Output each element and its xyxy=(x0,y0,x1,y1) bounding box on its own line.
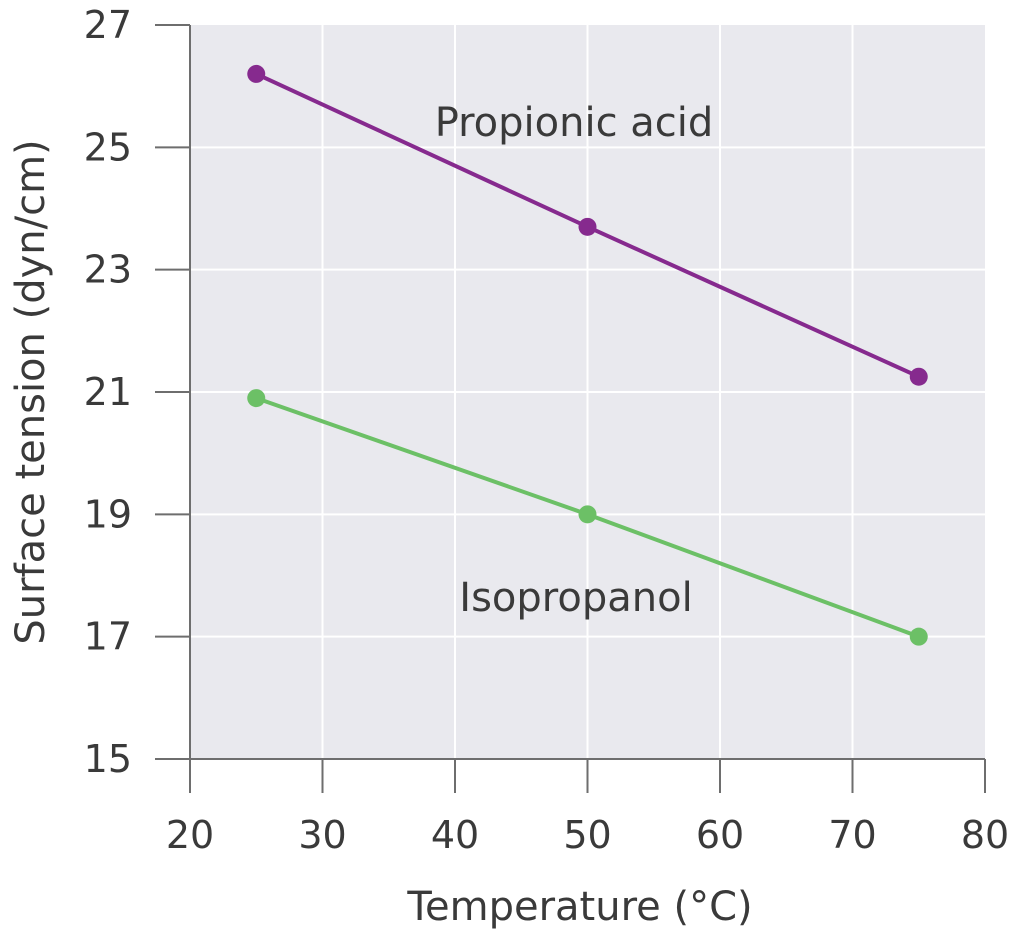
y-tick-label: 19 xyxy=(84,492,132,536)
x-tick-label: 50 xyxy=(563,813,611,857)
data-point-isopropanol xyxy=(247,389,266,408)
axes xyxy=(155,24,986,793)
tick-labels: 20 30 40 50 60 70 80 15 17 19 21 23 25 27 xyxy=(84,3,1010,857)
y-tick-label: 23 xyxy=(84,248,132,292)
y-axis-title: Surface tension (dyn/cm) xyxy=(8,139,54,644)
y-tick-label: 21 xyxy=(84,370,132,414)
series-group xyxy=(247,64,928,646)
x-tick-label: 30 xyxy=(298,813,346,857)
x-tick-label: 60 xyxy=(696,813,744,857)
x-tick-label: 80 xyxy=(961,813,1009,857)
x-tick-label: 70 xyxy=(828,813,876,857)
gridlines xyxy=(190,25,985,759)
data-point-propionic-acid xyxy=(909,367,928,386)
x-axis-title: Temperature (°C) xyxy=(406,884,752,930)
x-tick-label: 40 xyxy=(431,813,479,857)
y-tick-label: 17 xyxy=(84,615,132,659)
x-tick-label: 20 xyxy=(166,813,214,857)
series-label-propionic-acid: Propionic acid xyxy=(435,100,714,146)
series-label-isopropanol: Isopropanol xyxy=(459,575,692,621)
y-tick-label: 27 xyxy=(84,3,132,47)
data-point-propionic-acid xyxy=(247,64,266,83)
y-tick-label: 15 xyxy=(84,737,132,781)
data-point-propionic-acid xyxy=(578,217,597,236)
data-point-isopropanol xyxy=(578,505,597,524)
data-point-isopropanol xyxy=(909,627,928,646)
y-tick-label: 25 xyxy=(84,125,132,169)
